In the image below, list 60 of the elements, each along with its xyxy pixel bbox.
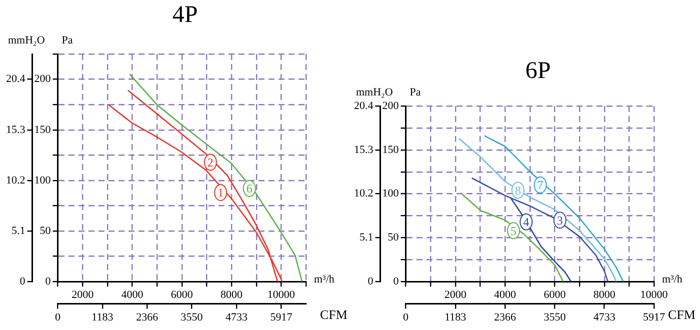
annotation: 2 bbox=[207, 155, 214, 170]
x2-tick-label: 4733 bbox=[225, 311, 248, 324]
x-tick-label: 10000 bbox=[640, 289, 668, 302]
y-tick-label: 200 bbox=[34, 73, 52, 86]
y-tick-label: 0 bbox=[393, 275, 400, 288]
annotation: 5 bbox=[510, 224, 516, 238]
x2-tick-label: 2366 bbox=[494, 311, 517, 324]
x-tick-label: 2000 bbox=[72, 289, 94, 302]
y-tick-label: 100 bbox=[34, 174, 52, 186]
annotation: 6 bbox=[246, 182, 252, 196]
x-tick-label: 8000 bbox=[593, 289, 616, 302]
y-tick-label: 200 bbox=[382, 100, 400, 112]
y-tick-label: 50 bbox=[40, 224, 52, 237]
x-axis-title: m³/h bbox=[662, 273, 683, 286]
y2-tick-label: 0 bbox=[368, 275, 374, 288]
annotation: 8 bbox=[514, 183, 521, 198]
y2-tick-label: 0 bbox=[20, 275, 26, 288]
y2-axis-title: mmH₂O bbox=[356, 86, 393, 98]
x2-tick-label: 5917 bbox=[643, 311, 666, 324]
y2-tick-label: 10.2 bbox=[354, 188, 374, 200]
y2-tick-label: 15.3 bbox=[6, 124, 26, 136]
x2-tick-label: 0 bbox=[403, 311, 409, 324]
x-axis-title: m³/h bbox=[314, 273, 335, 286]
x-tick-label: 2000 bbox=[444, 289, 467, 302]
x-tick-label: 8000 bbox=[220, 289, 244, 302]
y-tick-label: 100 bbox=[382, 188, 400, 200]
x2-axis-title: CFM bbox=[320, 307, 348, 322]
annotation: 1 bbox=[218, 186, 224, 200]
x2-tick-label: 2366 bbox=[136, 311, 159, 324]
y2-tick-label: 20.4 bbox=[6, 73, 26, 86]
y-axis-title: Pa bbox=[62, 34, 73, 46]
annotation: 3 bbox=[556, 213, 563, 228]
x2-tick-label: 3550 bbox=[180, 311, 204, 324]
x2-tick-label: 4733 bbox=[593, 311, 616, 324]
y2-tick-label: 10.2 bbox=[6, 174, 26, 186]
x-tick-label: 6000 bbox=[170, 289, 194, 302]
chart-title: 6P bbox=[524, 58, 552, 85]
x2-axis-title: CFM bbox=[668, 307, 696, 322]
chart-title: 4P bbox=[171, 2, 199, 29]
y2-tick-label: 15.3 bbox=[354, 144, 374, 156]
x2-tick-label: 0 bbox=[55, 311, 61, 324]
x2-tick-label: 1183 bbox=[92, 311, 114, 324]
y2-axis-title: mmH₂O bbox=[8, 34, 45, 46]
x2-tick-label: 1183 bbox=[444, 311, 467, 324]
x-tick-label: 10000 bbox=[267, 289, 296, 302]
y-tick-label: 150 bbox=[34, 124, 52, 136]
y-axis-title: Pa bbox=[410, 86, 421, 98]
y-tick-label: 150 bbox=[382, 144, 400, 156]
x2-tick-label: 3550 bbox=[544, 311, 566, 324]
y-tick-label: 50 bbox=[388, 232, 400, 244]
x-tick-label: 4000 bbox=[494, 289, 517, 302]
annotation: 7 bbox=[537, 178, 544, 192]
x2-tick-label: 5917 bbox=[270, 311, 293, 324]
annotation: 4 bbox=[523, 215, 530, 230]
x-tick-label: 6000 bbox=[544, 289, 566, 302]
y-tick-label: 0 bbox=[45, 275, 52, 288]
x-tick-label: 4000 bbox=[121, 289, 144, 302]
y2-tick-label: 20.4 bbox=[354, 100, 374, 112]
y2-tick-label: 5.1 bbox=[12, 224, 26, 237]
y2-tick-label: 5.1 bbox=[360, 232, 374, 244]
